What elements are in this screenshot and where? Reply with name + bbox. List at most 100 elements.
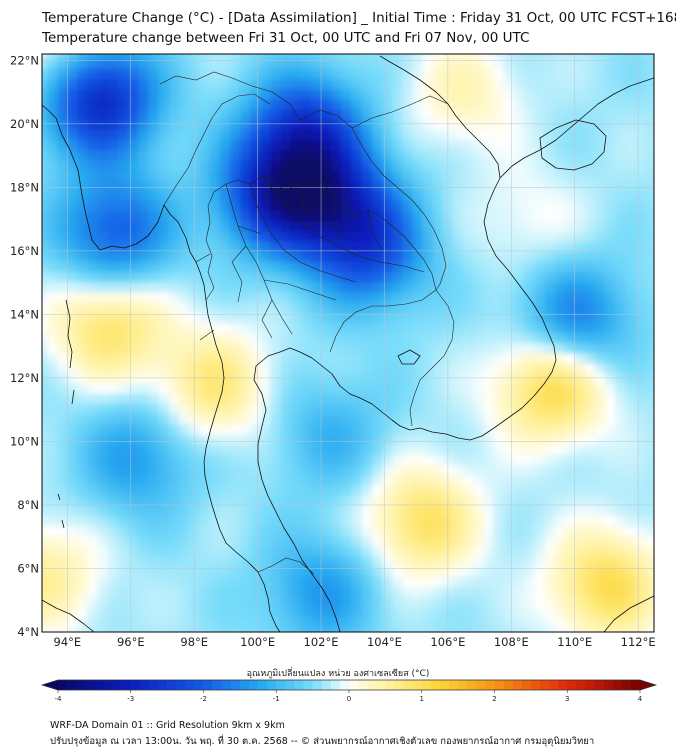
field-cell bbox=[168, 301, 180, 313]
field-cell bbox=[118, 362, 129, 374]
field-cell bbox=[189, 454, 200, 466]
field-cell bbox=[564, 565, 576, 577]
field-cell bbox=[77, 616, 89, 628]
field-cell bbox=[422, 362, 434, 374]
field-cell bbox=[310, 57, 322, 69]
field-cell bbox=[199, 403, 211, 415]
field-cell bbox=[483, 210, 495, 222]
field-cell bbox=[503, 565, 515, 577]
field-cell bbox=[148, 98, 160, 110]
field-cell bbox=[635, 372, 647, 384]
field-cell bbox=[260, 545, 272, 557]
field-cell bbox=[260, 220, 272, 232]
field-cell bbox=[584, 311, 596, 323]
field-cell bbox=[605, 494, 617, 506]
field-cell bbox=[270, 88, 282, 100]
field-cell bbox=[179, 423, 190, 435]
field-cell bbox=[564, 505, 576, 516]
field-cell bbox=[128, 200, 140, 212]
field-cell bbox=[351, 576, 363, 588]
field-cell bbox=[209, 505, 221, 516]
field-cell bbox=[168, 535, 180, 547]
field-cell bbox=[341, 616, 353, 628]
field-cell bbox=[584, 413, 596, 425]
field-cell bbox=[361, 525, 373, 537]
field-cell bbox=[260, 179, 272, 191]
field-cell bbox=[493, 189, 505, 201]
field-cell bbox=[544, 372, 556, 384]
field-cell bbox=[341, 108, 353, 120]
field-cell bbox=[341, 149, 353, 161]
field-cell bbox=[493, 54, 505, 59]
field-cell bbox=[108, 200, 119, 212]
field-cell bbox=[534, 545, 545, 557]
field-cell bbox=[239, 250, 251, 262]
field-cell bbox=[635, 291, 647, 303]
field-cell bbox=[463, 576, 474, 588]
field-cell bbox=[42, 57, 48, 69]
field-cell bbox=[361, 291, 373, 303]
field-cell bbox=[138, 332, 150, 344]
field-cell bbox=[138, 210, 150, 222]
field-cell bbox=[300, 54, 312, 59]
field-cell bbox=[534, 413, 545, 425]
field-cell bbox=[392, 444, 403, 455]
field-cell bbox=[392, 271, 403, 283]
field-cell bbox=[453, 220, 464, 232]
field-cell bbox=[300, 393, 312, 405]
field-cell bbox=[168, 169, 180, 181]
colorbar-segment bbox=[585, 680, 595, 690]
field-cell bbox=[615, 403, 627, 415]
field-cell bbox=[148, 128, 160, 140]
field-cell bbox=[239, 189, 251, 201]
field-cell bbox=[534, 586, 545, 598]
field-cell bbox=[250, 159, 261, 171]
field-cell bbox=[584, 281, 596, 293]
field-cell bbox=[300, 596, 312, 608]
field-cell bbox=[513, 149, 525, 161]
field-cell bbox=[290, 626, 302, 632]
field-cell bbox=[483, 525, 495, 537]
field-cell bbox=[361, 505, 373, 516]
field-cell bbox=[77, 271, 89, 283]
field-cell bbox=[219, 108, 231, 120]
field-cell bbox=[189, 565, 200, 577]
field-cell bbox=[371, 423, 383, 435]
field-cell bbox=[260, 230, 272, 242]
field-cell bbox=[118, 576, 129, 588]
field-cell bbox=[371, 515, 383, 527]
field-cell bbox=[544, 596, 556, 608]
field-cell bbox=[97, 301, 109, 313]
field-cell bbox=[554, 301, 566, 313]
field-cell bbox=[250, 57, 261, 69]
field-cell bbox=[544, 230, 556, 242]
field-cell bbox=[199, 189, 211, 201]
field-cell bbox=[371, 261, 383, 273]
field-cell bbox=[280, 78, 292, 90]
field-cell bbox=[77, 261, 89, 273]
field-cell bbox=[270, 169, 282, 181]
field-cell bbox=[371, 332, 383, 344]
field-cell bbox=[290, 372, 302, 384]
field-cell bbox=[310, 128, 322, 140]
colorbar-segment bbox=[185, 680, 195, 690]
field-cell bbox=[77, 433, 89, 445]
field-cell bbox=[564, 250, 576, 262]
field-cell bbox=[148, 159, 160, 171]
field-cell bbox=[524, 586, 535, 598]
field-cell bbox=[392, 586, 403, 598]
field-cell bbox=[392, 250, 403, 262]
field-cell bbox=[270, 230, 282, 242]
field-cell bbox=[524, 545, 535, 557]
field-cell bbox=[422, 464, 434, 476]
field-cell bbox=[199, 149, 211, 161]
field-cell bbox=[615, 322, 627, 333]
field-cell bbox=[97, 484, 109, 496]
field-cell bbox=[432, 372, 444, 384]
field-cell bbox=[199, 565, 211, 577]
field-cell bbox=[341, 535, 353, 547]
field-cell bbox=[645, 159, 654, 171]
field-cell bbox=[310, 291, 322, 303]
field-cell bbox=[645, 383, 654, 394]
field-cell bbox=[381, 169, 393, 181]
